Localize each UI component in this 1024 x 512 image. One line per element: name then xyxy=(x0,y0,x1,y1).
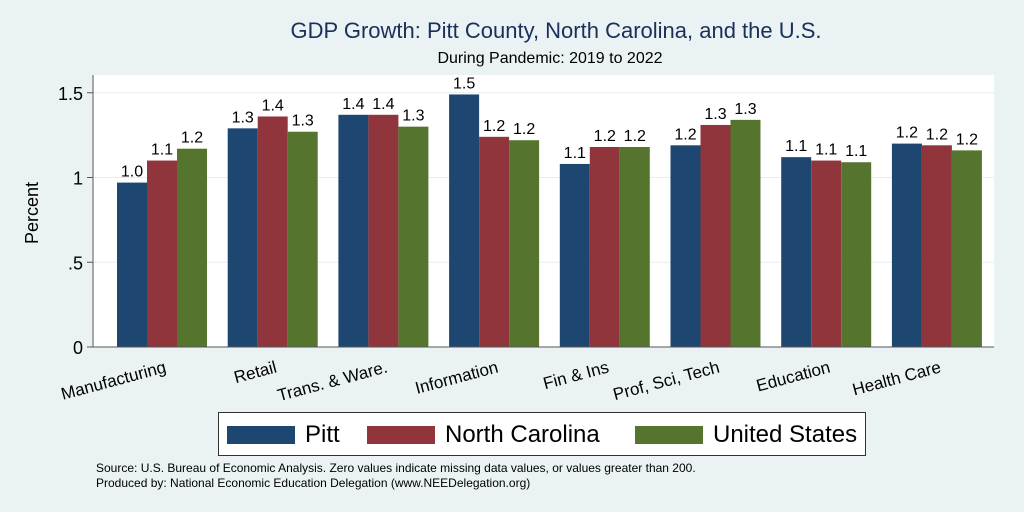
bar-value-label: 1.4 xyxy=(262,97,284,114)
bar-north-carolina xyxy=(257,116,288,347)
bar-united-states xyxy=(841,162,872,347)
bar-pitt xyxy=(781,157,812,347)
y-axis-label: Percent xyxy=(22,182,42,244)
legend-item-united-states: United States xyxy=(635,421,857,449)
bar-north-carolina xyxy=(589,146,620,347)
y-tick-label: 1.5 xyxy=(58,84,83,104)
produced-by-note: Produced by: National Economic Education… xyxy=(96,476,531,490)
bar-united-states xyxy=(619,146,650,347)
bar-united-states xyxy=(951,150,982,347)
bar-value-label: 1.2 xyxy=(956,131,978,148)
bar-value-label: 1.1 xyxy=(151,142,173,159)
bar-value-label: 1.2 xyxy=(594,128,616,145)
bar-value-label: 1.3 xyxy=(232,109,254,126)
chart-title: GDP Growth: Pitt County, North Carolina,… xyxy=(290,18,822,43)
legend-swatch-united-states xyxy=(635,426,703,444)
bar-value-label: 1.2 xyxy=(926,126,948,143)
legend-item-north-carolina: North Carolina xyxy=(367,421,600,449)
bar-north-carolina xyxy=(368,114,399,347)
bar-united-states xyxy=(287,131,318,347)
x-tick-label: Information xyxy=(413,358,500,398)
x-tick-label: Prof, Sci, Tech xyxy=(611,358,721,405)
bar-value-label: 1.2 xyxy=(674,126,696,143)
source-note: Source: U.S. Bureau of Economic Analysis… xyxy=(96,461,696,475)
bar-north-carolina xyxy=(811,160,842,347)
bar-north-carolina xyxy=(479,136,510,347)
bar-value-label: 1.3 xyxy=(402,108,424,125)
bar-value-label: 1.1 xyxy=(815,142,837,159)
bar-pitt xyxy=(227,128,258,347)
bar-value-label: 1.1 xyxy=(845,143,867,160)
bar-value-label: 1.5 xyxy=(453,75,475,92)
bar-value-label: 1.2 xyxy=(513,121,535,138)
y-tick-label: .5 xyxy=(68,253,83,273)
bar-pitt xyxy=(338,114,369,347)
bar-pitt xyxy=(449,94,480,347)
x-tick-label: Manufacturing xyxy=(59,358,168,404)
legend-label: United States xyxy=(713,421,858,448)
chart-subtitle: During Pandemic: 2019 to 2022 xyxy=(437,50,663,67)
bar-value-label: 1.4 xyxy=(372,96,394,113)
bar-value-label: 1.4 xyxy=(342,96,364,113)
y-tick-label: 1 xyxy=(73,169,83,189)
bar-pitt xyxy=(891,143,922,347)
legend-swatch-north-carolina xyxy=(367,426,435,444)
legend-swatch-pitt xyxy=(227,426,295,444)
bar-pitt xyxy=(559,163,590,347)
bar-value-label: 1.3 xyxy=(734,101,756,118)
bar-pitt xyxy=(670,145,701,347)
bar-value-label: 1.1 xyxy=(564,145,586,162)
bar-value-label: 1.0 xyxy=(121,164,143,181)
legend-label: Pitt xyxy=(305,421,340,448)
legend-item-pitt: Pitt xyxy=(227,421,340,449)
x-tick-label: Fin & Ins xyxy=(541,358,611,394)
bar-value-label: 1.2 xyxy=(181,130,203,147)
legend-label: North Carolina xyxy=(445,421,600,448)
bar-united-states xyxy=(509,140,540,347)
bar-north-carolina xyxy=(700,124,731,347)
bar-value-label: 1.2 xyxy=(483,118,505,135)
bar-united-states xyxy=(730,119,761,348)
legend: Pitt North Carolina United States xyxy=(218,412,866,456)
x-tick-label: Trans. & Ware. xyxy=(275,358,389,406)
bar-united-states xyxy=(177,148,207,347)
bar-value-label: 1.3 xyxy=(292,113,314,130)
bar-value-label: 1.1 xyxy=(785,138,807,155)
bar-value-label: 1.2 xyxy=(624,128,646,145)
bar-united-states xyxy=(398,126,429,348)
bar-north-carolina xyxy=(921,145,952,347)
bar-north-carolina xyxy=(147,160,177,347)
x-tick-label: Health Care xyxy=(850,358,943,400)
x-tick-label: Education xyxy=(754,358,832,396)
bar-value-label: 1.2 xyxy=(896,125,918,142)
x-tick-label: Retail xyxy=(232,358,279,388)
bar-pitt xyxy=(117,182,147,347)
bar-value-label: 1.3 xyxy=(704,106,726,123)
y-tick-label: 0 xyxy=(73,338,83,358)
